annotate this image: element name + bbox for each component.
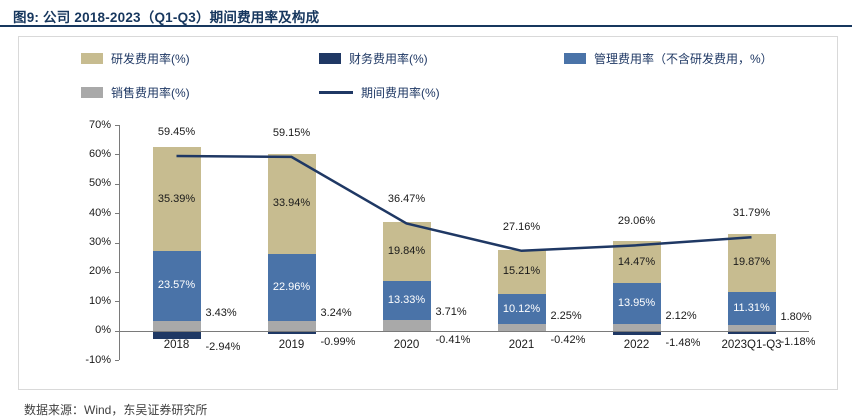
bar-label-rd-2023Q1-Q3: 19.87% [732,256,771,269]
bar-segment-management-2021 [497,294,546,324]
bar-segment-finance-2019 [267,330,316,334]
y-tick-label: 70% [88,118,111,131]
y-tick-label: 60% [88,147,111,160]
y-tick-mark [115,154,119,156]
bar-label-sales-2019: 3.24% [320,307,352,320]
legend-label-management: 管理费用率（不含研发费用，%） [594,51,773,66]
x-category-label: 2021 [508,338,535,351]
period-expense-line-layer [176,154,752,253]
legend-swatch-line [319,90,353,94]
x-category-label: 2018 [163,338,190,351]
bar-label-management-2019: 22.96% [272,280,311,293]
y-tick-label: -10% [85,353,111,366]
chart-container: 研发费用率(%) 财务费用率(%) 管理费用率（不含研发费用，%） 销售费用率(%) 期… [18,36,838,390]
legend-item-sales: 销售费用率(%) [81,85,190,100]
x-category-label: 2022 [623,338,650,351]
bar-label-finance-2018: -2.94% [205,341,241,354]
bar-label-finance-2020: -0.41% [435,333,471,346]
bar-label-management-2021: 10.12% [502,302,541,315]
y-tick-mark [115,330,119,332]
y-tick-label: 50% [88,177,111,190]
y-tick-label: 0% [95,324,111,337]
source-note: 数据来源：Wind，东吴证券研究所 [24,403,208,417]
line-label-2020: 36.47% [387,193,426,206]
line-label-2019: 59.15% [272,126,311,139]
bar-label-management-2020: 13.33% [387,293,426,306]
bar-label-management-2023Q1-Q3: 11.31% [733,302,770,315]
bar-segment-management-2020 [382,280,431,320]
legend-label-line: 期间费用率(%) [361,85,440,100]
bar-segment-management-2018 [152,251,201,321]
figure-title: 图9: 公司 2018-2023（Q1-Q3）期间费用率及构成 [13,10,320,25]
bar-segment-sales-2022 [612,324,661,331]
bar-segment-finance-2018 [152,330,201,340]
bar-segment-management-2022 [612,283,661,325]
line-label-2023Q1-Q3: 31.79% [732,207,771,220]
legend-swatch-rd [81,52,103,64]
bar-segment-sales-2019 [267,321,316,331]
bar-label-finance-2023Q1-Q3: -1.18% [780,336,816,349]
legend-label-rd: 研发费用率(%) [111,51,190,66]
y-tick-label: 20% [88,265,111,278]
bar-segment-management-2023Q1-Q3 [727,292,776,326]
y-tick-mark [115,125,119,126]
bar-label-finance-2022: -1.48% [665,336,701,349]
bar-segment-sales-2023Q1-Q3 [727,325,776,331]
bar-segment-rd-2018 [152,147,201,252]
y-tick-mark [115,183,119,185]
bar-segment-rd-2020 [382,222,431,281]
y-axis-line [119,125,120,360]
y-tick-mark [115,242,119,244]
y-tick-label: 40% [88,206,111,219]
y-tick-label: 10% [88,294,111,307]
bar-segment-sales-2018 [152,320,201,331]
x-category-label: 2019 [278,338,305,351]
y-tick-mark [115,301,119,303]
bar-label-sales-2023Q1-Q3: 1.80% [780,311,812,324]
legend-label-sales: 销售费用率(%) [111,85,190,100]
bar-label-rd-2020: 19.84% [387,244,426,257]
y-tick-mark [115,271,119,273]
bar-segment-rd-2021 [497,249,546,295]
bar-segment-rd-2022 [612,240,661,284]
line-label-2021: 27.16% [502,220,541,233]
legend-swatch-management [564,52,586,64]
y-tick-mark [115,213,119,215]
x-category-label: 2020 [393,338,420,351]
bar-label-rd-2022: 14.47% [617,255,656,268]
bar-segment-management-2019 [267,253,316,322]
bar-label-sales-2018: 3.43% [205,306,237,319]
y-tick-mark [115,360,119,361]
bar-label-sales-2022: 2.12% [665,310,697,323]
bar-label-sales-2021: 2.25% [550,310,582,323]
title-divider [0,25,852,27]
y-tick-label: 30% [88,236,111,248]
x-axis-zero-line [119,330,809,332]
line-label-2018: 59.45% [157,125,196,138]
bar-segment-sales-2020 [382,319,431,331]
bar-segment-finance-2022 [612,330,661,335]
period-expense-line [176,154,752,253]
bar-segment-rd-2019 [267,153,316,254]
bar-label-management-2018: 23.57% [157,279,196,292]
line-label-2022: 29.06% [617,215,656,228]
x-category-label: 2023Q1-Q3 [721,338,782,351]
bar-label-rd-2019: 33.94% [272,197,311,210]
legend-item-finance: 财务费用率(%) [319,51,428,66]
legend-swatch-sales [81,86,103,98]
bar-segment-sales-2021 [497,324,546,331]
legend-item-line: 期间费用率(%) [319,85,440,100]
legend-swatch-finance [319,52,341,64]
bar-label-finance-2021: -0.42% [550,333,586,346]
bar-label-finance-2019: -0.99% [320,335,356,348]
legend-item-rd: 研发费用率(%) [81,51,190,66]
bar-label-rd-2021: 15.21% [502,265,541,278]
bar-label-management-2022: 13.95% [617,297,656,310]
legend-label-finance: 财务费用率(%) [349,51,428,66]
bar-segment-rd-2023Q1-Q3 [727,233,776,293]
legend-item-management: 管理费用率（不含研发费用，%） [564,51,773,66]
bar-label-rd-2018: 35.39% [157,192,196,205]
bar-segment-finance-2023Q1-Q3 [727,330,776,335]
bar-label-sales-2020: 3.71% [435,305,467,318]
